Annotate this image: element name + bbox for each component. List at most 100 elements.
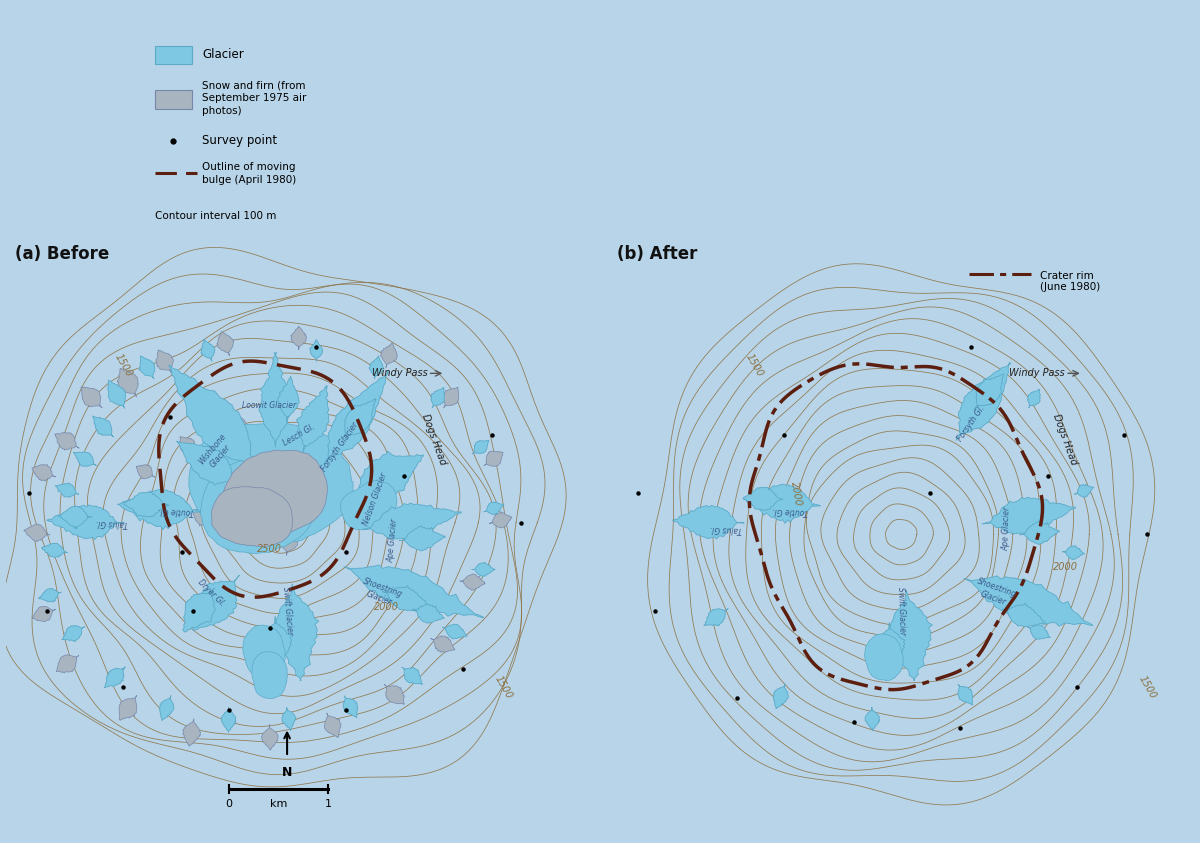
Text: Talus Gl.: Talus Gl. bbox=[709, 524, 742, 534]
Polygon shape bbox=[460, 574, 485, 590]
Polygon shape bbox=[104, 667, 126, 688]
Text: Wishbone
Glacier: Wishbone Glacier bbox=[197, 432, 236, 473]
Polygon shape bbox=[484, 451, 503, 466]
Polygon shape bbox=[864, 634, 904, 681]
Text: Toutle Gl.: Toutle Gl. bbox=[772, 506, 808, 516]
FancyBboxPatch shape bbox=[155, 90, 192, 109]
Polygon shape bbox=[368, 356, 383, 379]
Text: Snow and firn (from
September 1975 air
photos): Snow and firn (from September 1975 air p… bbox=[202, 81, 306, 116]
Polygon shape bbox=[200, 456, 316, 554]
Text: Survey point: Survey point bbox=[202, 134, 277, 148]
Polygon shape bbox=[24, 524, 50, 541]
Polygon shape bbox=[156, 350, 174, 373]
Polygon shape bbox=[431, 636, 455, 652]
Text: Shoestring
Glacier: Shoestring Glacier bbox=[358, 577, 403, 609]
Polygon shape bbox=[1027, 625, 1050, 639]
Polygon shape bbox=[400, 526, 445, 550]
Polygon shape bbox=[262, 616, 292, 669]
Polygon shape bbox=[38, 588, 61, 602]
Polygon shape bbox=[484, 502, 504, 514]
Text: 2000: 2000 bbox=[788, 481, 803, 507]
Polygon shape bbox=[341, 481, 397, 529]
Polygon shape bbox=[382, 586, 431, 610]
Polygon shape bbox=[704, 609, 728, 626]
Polygon shape bbox=[61, 626, 85, 642]
Text: Outline of moving
bulge (April 1980): Outline of moving bulge (April 1980) bbox=[202, 162, 296, 185]
Polygon shape bbox=[223, 450, 328, 539]
Text: Ape Glacier: Ape Glacier bbox=[386, 518, 398, 562]
Polygon shape bbox=[865, 707, 880, 731]
Polygon shape bbox=[958, 685, 973, 705]
Polygon shape bbox=[362, 503, 462, 540]
Text: Windy Pass: Windy Pass bbox=[372, 368, 427, 379]
Polygon shape bbox=[310, 340, 323, 362]
FancyBboxPatch shape bbox=[155, 46, 192, 64]
Text: Forsyth Gl.: Forsyth Gl. bbox=[956, 404, 986, 443]
Polygon shape bbox=[193, 575, 240, 631]
Polygon shape bbox=[380, 343, 397, 368]
Text: Windy Pass: Windy Pass bbox=[1009, 368, 1066, 379]
Polygon shape bbox=[217, 331, 234, 356]
Polygon shape bbox=[1002, 603, 1045, 627]
Polygon shape bbox=[743, 487, 784, 510]
Polygon shape bbox=[182, 718, 200, 746]
Text: Swift Glacier: Swift Glacier bbox=[281, 586, 294, 635]
Polygon shape bbox=[773, 684, 788, 709]
Polygon shape bbox=[227, 413, 246, 438]
Text: 1500: 1500 bbox=[493, 674, 515, 701]
Text: Ape Glacier: Ape Glacier bbox=[1001, 507, 1012, 550]
Polygon shape bbox=[278, 529, 298, 556]
Polygon shape bbox=[964, 576, 1093, 626]
Polygon shape bbox=[402, 667, 422, 685]
Text: (a) Before: (a) Before bbox=[14, 245, 109, 263]
Polygon shape bbox=[443, 624, 467, 639]
Polygon shape bbox=[119, 695, 137, 721]
Polygon shape bbox=[974, 373, 1004, 410]
Polygon shape bbox=[1074, 484, 1093, 497]
Polygon shape bbox=[252, 652, 287, 699]
Polygon shape bbox=[412, 604, 444, 623]
Polygon shape bbox=[55, 432, 79, 450]
Polygon shape bbox=[188, 423, 353, 543]
Polygon shape bbox=[221, 707, 236, 733]
Polygon shape bbox=[342, 399, 377, 439]
Polygon shape bbox=[124, 492, 169, 517]
Text: 2000: 2000 bbox=[374, 603, 400, 613]
Polygon shape bbox=[92, 416, 114, 437]
Text: 2000: 2000 bbox=[1052, 561, 1078, 572]
Text: 0: 0 bbox=[226, 799, 232, 809]
Text: 1500: 1500 bbox=[744, 352, 766, 379]
Text: 2500: 2500 bbox=[257, 544, 282, 554]
Text: Swift Glacier: Swift Glacier bbox=[896, 586, 906, 635]
Polygon shape bbox=[32, 606, 55, 621]
Polygon shape bbox=[73, 452, 96, 466]
Text: 1500: 1500 bbox=[113, 352, 133, 379]
Polygon shape bbox=[473, 440, 488, 454]
Text: (b) After: (b) After bbox=[617, 245, 697, 263]
Polygon shape bbox=[182, 588, 215, 632]
Polygon shape bbox=[1020, 521, 1060, 545]
Polygon shape bbox=[308, 507, 324, 525]
Polygon shape bbox=[1062, 545, 1085, 560]
Polygon shape bbox=[876, 622, 905, 669]
Text: Forsyth Glacier: Forsyth Glacier bbox=[319, 421, 360, 473]
Polygon shape bbox=[290, 326, 306, 350]
Text: Dogs Head: Dogs Head bbox=[1051, 412, 1079, 466]
Polygon shape bbox=[431, 388, 445, 408]
Polygon shape bbox=[259, 353, 290, 448]
Text: Toutle Gl.: Toutle Gl. bbox=[158, 506, 194, 516]
Polygon shape bbox=[193, 509, 214, 526]
Polygon shape bbox=[42, 543, 67, 557]
Polygon shape bbox=[56, 655, 79, 673]
Polygon shape bbox=[200, 339, 215, 362]
Polygon shape bbox=[955, 362, 1010, 441]
Polygon shape bbox=[443, 387, 458, 408]
Polygon shape bbox=[55, 483, 79, 497]
Text: Talus Gl.: Talus Gl. bbox=[95, 518, 127, 528]
Polygon shape bbox=[350, 451, 424, 499]
Polygon shape bbox=[32, 464, 56, 481]
Text: Lesch Gl.: Lesch Gl. bbox=[282, 422, 316, 448]
Text: 1: 1 bbox=[324, 799, 331, 809]
Polygon shape bbox=[278, 376, 299, 422]
Polygon shape bbox=[324, 371, 389, 464]
